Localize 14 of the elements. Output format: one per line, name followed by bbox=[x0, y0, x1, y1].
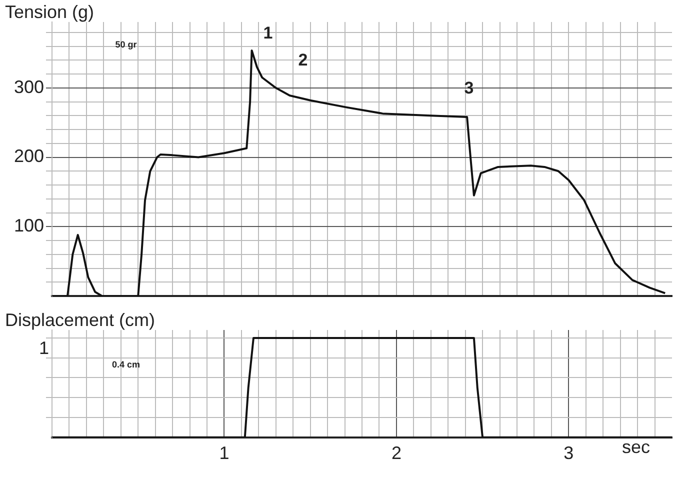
x-tick-label: 1 bbox=[219, 443, 230, 464]
x-axis-title: sec bbox=[622, 437, 650, 458]
annotation: 1 bbox=[263, 24, 273, 42]
text: 1 bbox=[38, 338, 50, 358]
y-tick-label: 100 bbox=[14, 216, 44, 236]
y-tick-label: 200 bbox=[14, 146, 44, 166]
x-tick-label: 2 bbox=[391, 443, 402, 464]
y-axis-title: Displacement (cm) bbox=[5, 310, 156, 331]
annotation: 0.4 cm bbox=[112, 360, 140, 370]
y-axis-title: Tension (g) bbox=[5, 2, 94, 23]
y-tick-label: 300 bbox=[14, 76, 44, 97]
annotation: 50 gr bbox=[115, 40, 137, 50]
annotation: 2 bbox=[298, 50, 308, 70]
x-tick-label: 3 bbox=[564, 443, 574, 464]
